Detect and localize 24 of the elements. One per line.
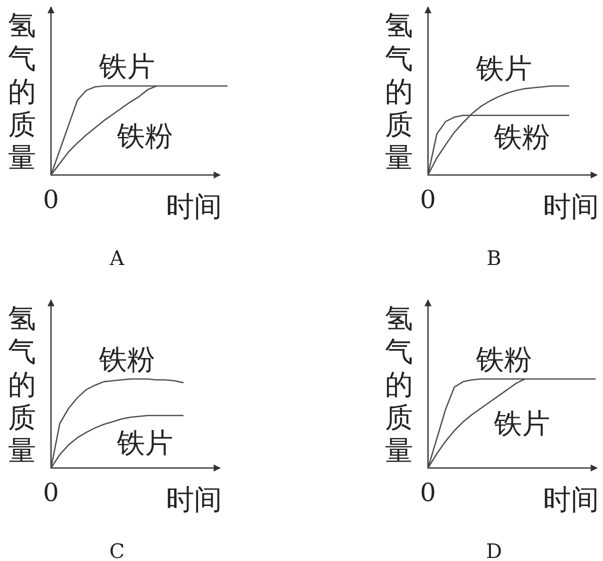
x-axis-title: 时间 <box>166 483 222 516</box>
series-label: 铁粉 <box>98 343 155 376</box>
text: A <box>108 246 125 270</box>
y-axis-title: 氢气的质量 <box>385 9 413 174</box>
y-axis-title: 氢气的质量 <box>385 302 413 467</box>
annotation: 0 <box>43 185 59 214</box>
series-label: 铁片 <box>116 426 173 460</box>
text: C <box>109 539 125 561</box>
x-axis-title: 时间 <box>543 190 599 223</box>
series-label: 铁片 <box>475 52 532 85</box>
series-label: 铁粉 <box>493 120 550 154</box>
y-axis-title: 氢气的质量 <box>8 9 36 174</box>
annotation: 0 <box>420 478 436 507</box>
y-axis-title: 氢气的质量 <box>8 302 36 467</box>
text: B <box>486 246 502 270</box>
text: D <box>486 539 502 561</box>
x-axis-title: 时间 <box>166 190 222 223</box>
annotation: 0 <box>420 185 436 214</box>
annotation: 0 <box>43 478 59 507</box>
series-label: 铁粉 <box>475 343 532 376</box>
x-axis-title: 时间 <box>543 483 599 516</box>
series-label: 铁粉 <box>116 120 173 152</box>
series-label: 铁片 <box>98 50 155 83</box>
series-label: 铁片 <box>493 407 550 440</box>
